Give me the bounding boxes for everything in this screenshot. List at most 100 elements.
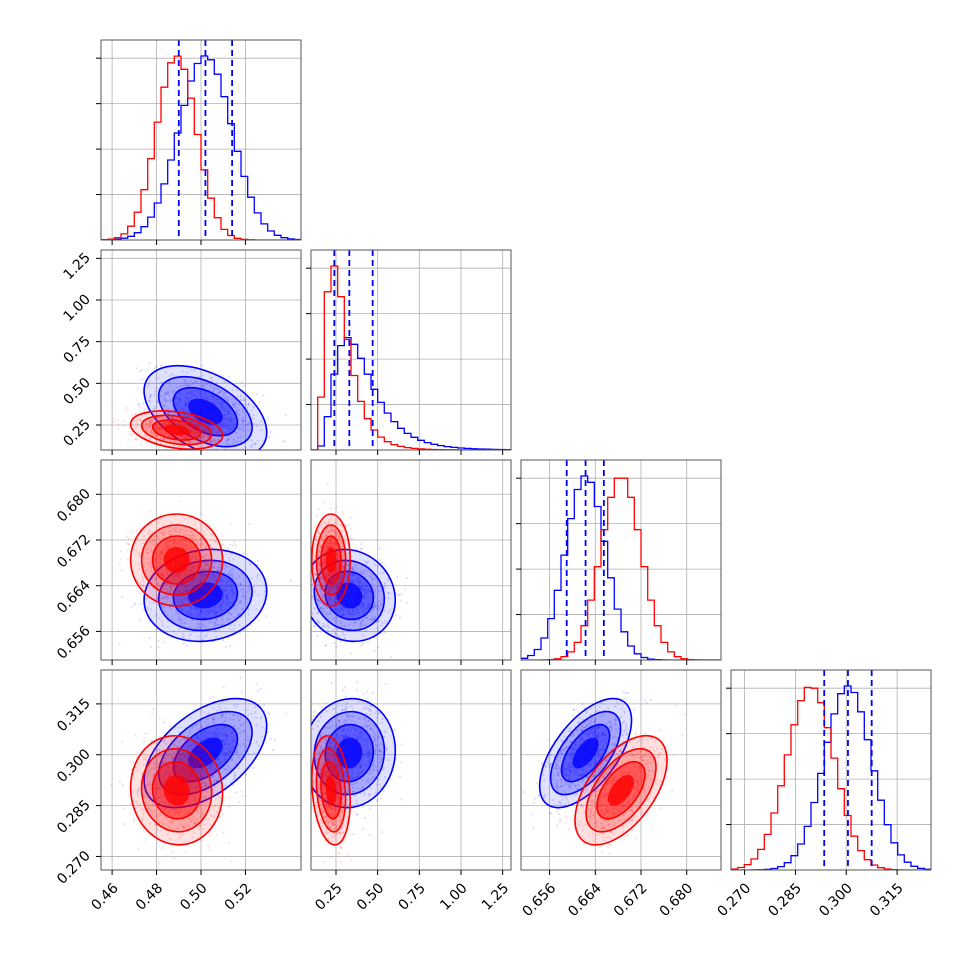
scatter-point	[228, 430, 231, 433]
scatter-point	[192, 630, 195, 633]
scatter-point	[162, 641, 165, 644]
scatter-point	[207, 457, 209, 459]
scatter-point	[239, 427, 242, 430]
scatter-point	[207, 388, 210, 391]
scatter-point	[235, 389, 238, 392]
scatter-point	[234, 401, 237, 404]
scatter-point	[213, 625, 216, 628]
scatter-point	[216, 398, 219, 401]
scatter-point	[164, 371, 167, 374]
scatter-point	[226, 584, 230, 588]
scatter-point	[398, 775, 402, 778]
scatter-point	[198, 623, 201, 626]
scatter-point	[229, 624, 232, 627]
scatter-point	[186, 392, 189, 395]
scatter-point	[182, 642, 185, 645]
scatter-point	[220, 624, 223, 627]
scatter-point	[167, 595, 170, 599]
scatter-point	[369, 589, 372, 592]
scatter-point	[199, 626, 202, 630]
scatter-point	[547, 738, 551, 742]
scatter-point	[307, 580, 309, 582]
scatter-point	[165, 390, 168, 393]
scatter-point	[207, 580, 210, 583]
scatter-point	[229, 543, 232, 547]
scatter-point	[176, 403, 179, 406]
scatter-point	[322, 610, 325, 613]
scatter-point	[196, 612, 199, 615]
scatter-point	[345, 575, 348, 578]
scatter-point	[177, 405, 180, 408]
scatter-point	[256, 573, 259, 576]
scatter-point	[210, 610, 214, 613]
scatter-point	[359, 606, 362, 609]
scatter-point	[182, 632, 185, 635]
scatter-point	[399, 599, 402, 603]
scatter-point	[232, 587, 235, 590]
scatter-point	[181, 409, 184, 413]
scatter-point	[334, 597, 337, 600]
scatter-point	[190, 395, 193, 399]
scatter-point	[204, 564, 207, 568]
scatter-point	[168, 394, 171, 397]
scatter-point	[313, 710, 316, 713]
scatter-point	[216, 567, 219, 570]
scatter-point	[141, 576, 144, 579]
scatter-point	[204, 562, 207, 565]
scatter-point	[214, 611, 217, 614]
scatter-point	[191, 475, 193, 477]
scatter-point	[352, 609, 356, 613]
scatter-point	[355, 608, 358, 611]
scatter-point	[374, 618, 377, 621]
scatter-point	[197, 607, 200, 610]
scatter-point	[313, 624, 316, 628]
scatter-point	[308, 577, 310, 579]
scatter-point	[345, 695, 348, 698]
scatter-point	[371, 691, 374, 695]
scatter-point	[178, 421, 181, 424]
scatter-point	[225, 596, 228, 599]
scatter-point	[289, 579, 292, 582]
scatter-point	[168, 374, 171, 377]
scatter-point	[186, 409, 189, 413]
scatter-point	[364, 589, 367, 592]
scatter-point	[220, 606, 223, 609]
scatter-point	[222, 686, 225, 689]
scatter-point	[362, 603, 365, 606]
scatter-point	[305, 584, 307, 586]
scatter-point	[355, 681, 358, 684]
scatter-point	[215, 447, 218, 450]
scatter-point	[211, 396, 215, 399]
scatter-point	[232, 425, 235, 429]
scatter-point	[381, 561, 384, 564]
scatter-point	[361, 570, 364, 574]
scatter-point	[228, 618, 231, 621]
scatter-point	[344, 624, 347, 627]
scatter-point	[215, 416, 218, 419]
scatter-point	[226, 439, 229, 442]
scatter-point	[194, 606, 197, 610]
scatter-point	[245, 773, 248, 776]
scatter-point	[227, 438, 230, 441]
scatter-point	[319, 590, 322, 593]
scatter-point	[226, 593, 229, 596]
scatter-point	[187, 399, 190, 402]
scatter-point	[232, 592, 235, 595]
scatter-point	[328, 591, 331, 594]
scatter-point	[247, 429, 250, 432]
scatter-point	[221, 618, 224, 621]
scatter-point	[179, 408, 182, 411]
scatter-point	[321, 706, 324, 709]
scatter-point	[185, 396, 188, 399]
scatter-point	[235, 431, 238, 434]
scatter-point	[338, 635, 341, 639]
scatter-point	[217, 423, 220, 426]
scatter-point	[189, 626, 192, 629]
scatter-point	[193, 451, 195, 453]
scatter-point	[173, 575, 176, 578]
scatter-point	[305, 775, 307, 777]
scatter-point	[313, 607, 316, 610]
scatter-point	[186, 371, 189, 374]
scatter-point	[256, 559, 259, 563]
scatter-point	[320, 593, 323, 596]
